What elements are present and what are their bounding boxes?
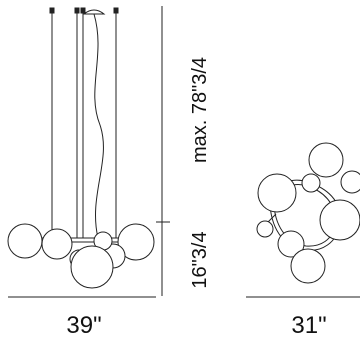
cable-cap <box>74 7 80 14</box>
glass-globe <box>256 220 274 238</box>
cable-cap <box>113 7 119 14</box>
cable-cap <box>49 7 55 14</box>
glass-globe <box>308 142 344 178</box>
power-cord <box>93 13 104 239</box>
cable-cap <box>80 7 86 14</box>
glass-globe <box>70 245 114 289</box>
glass-globe <box>301 173 321 193</box>
glass-globe <box>117 223 155 261</box>
front-elevation-view <box>7 6 170 298</box>
width-label: 39" <box>66 312 101 339</box>
glass-globe <box>257 173 297 213</box>
top-view <box>246 142 360 298</box>
glass-globe <box>319 199 360 241</box>
glass-globe <box>290 248 326 284</box>
max-height-label: max. 78"3/4 <box>189 57 211 163</box>
side-height-label: 16"3/4 <box>189 231 211 288</box>
glass-globe <box>7 223 43 259</box>
glass-globe <box>340 170 360 194</box>
ceiling-canopy <box>82 9 106 15</box>
glass-globe <box>277 230 305 258</box>
glass-globe <box>41 228 73 260</box>
top-width-label: 31" <box>291 312 326 339</box>
